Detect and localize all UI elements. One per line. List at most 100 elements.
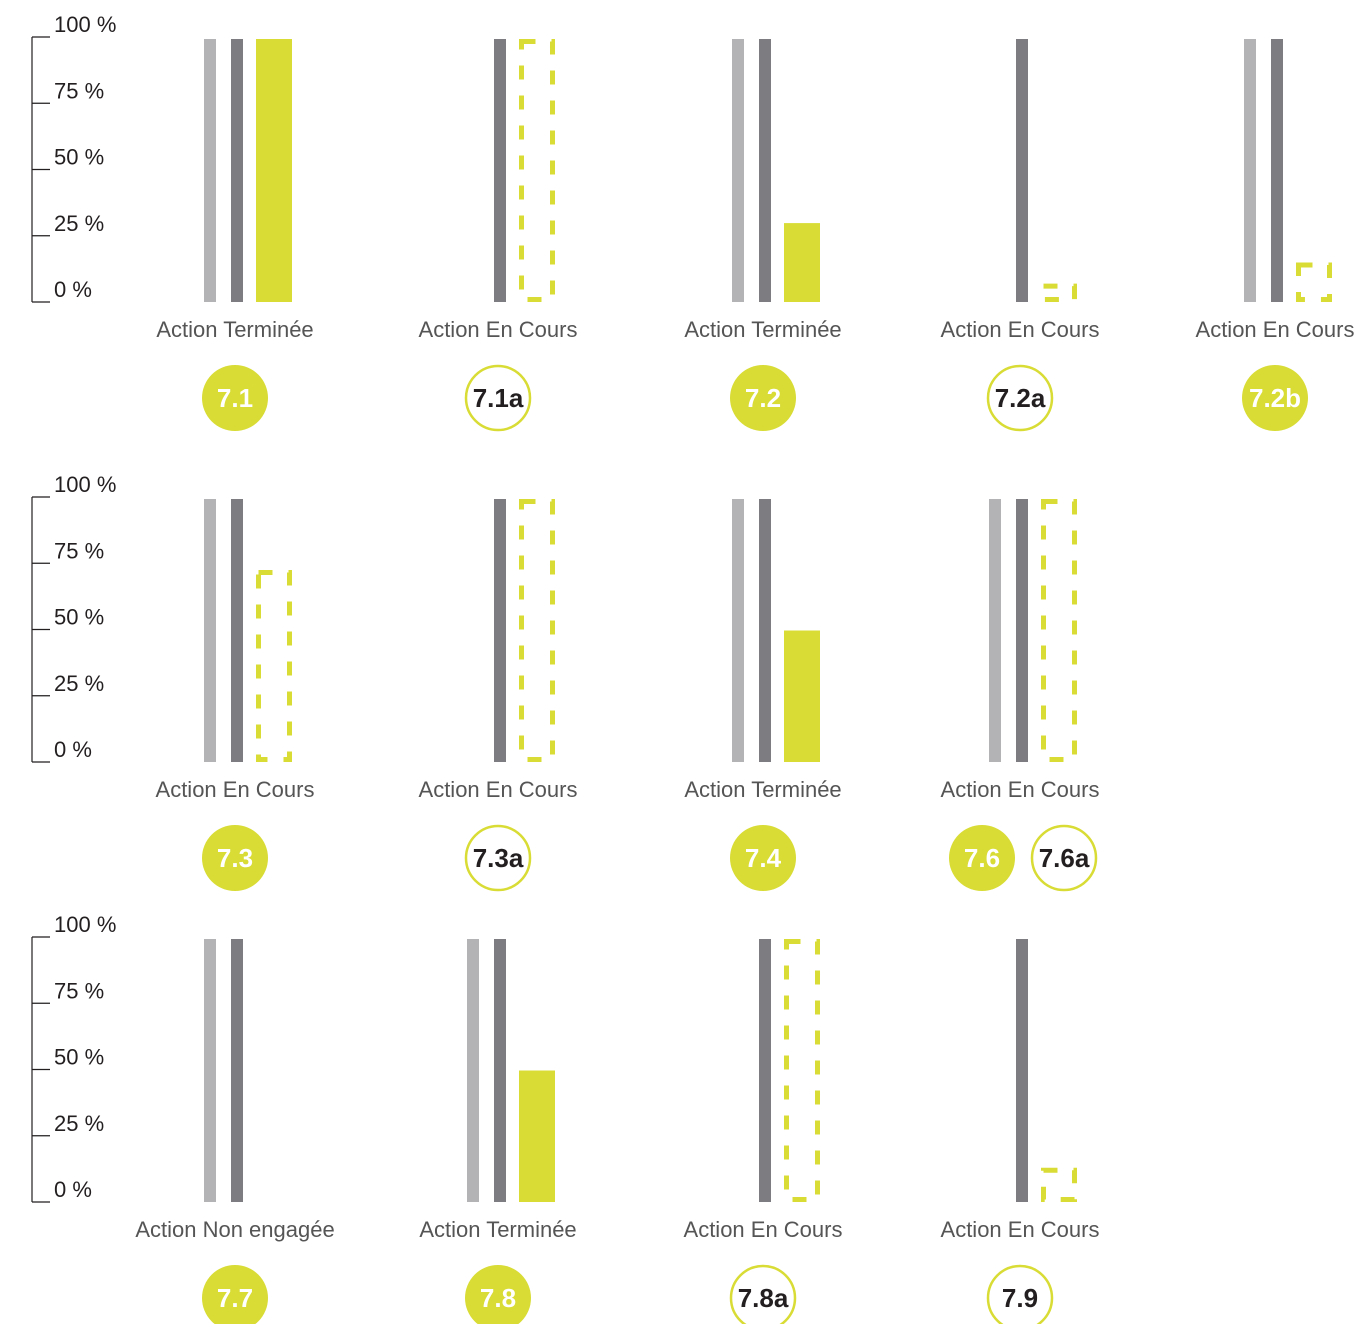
chart-row-1: 100 %75 %50 %25 %0 %Action Terminée7.1Ac… xyxy=(31,12,1355,432)
action-badge: 7.2a xyxy=(986,364,1054,432)
target-bar xyxy=(494,939,506,1202)
target-bar xyxy=(1271,39,1283,302)
reference-bar xyxy=(204,39,216,302)
badge-label: 7.3 xyxy=(217,843,253,873)
badge-label: 7.9 xyxy=(1002,1283,1038,1313)
target-bar xyxy=(494,499,506,762)
badge-label: 7.2a xyxy=(995,383,1046,413)
badge-label: 7.8 xyxy=(480,1283,516,1313)
chart-row-2: 100 %75 %50 %25 %0 %Action En Cours7.3Ac… xyxy=(31,472,1100,892)
group-label: Action En Cours xyxy=(156,777,315,802)
bar-group: Action En Cours 7.2b xyxy=(1196,39,1355,431)
bar-group: Action En Cours 7.8a xyxy=(684,939,843,1329)
target-bar xyxy=(231,39,243,302)
progress-bar-dashed xyxy=(519,499,555,762)
y-tick-label: 75 % xyxy=(54,538,104,563)
badge-circle xyxy=(730,825,796,891)
badge-label: 7.4 xyxy=(745,843,782,873)
badge-circle xyxy=(1242,365,1308,431)
badge-label: 7.6a xyxy=(1039,843,1090,873)
group-label: Action En Cours xyxy=(419,777,578,802)
y-axis: 100 % 75 % 50 % 25 % 0 % xyxy=(31,472,116,763)
badge-label: 7.7 xyxy=(217,1283,253,1313)
badge-circle xyxy=(986,1264,1054,1329)
action-badge: 7.8 xyxy=(465,1265,531,1329)
y-tick-label: 100 % xyxy=(54,12,116,37)
y-tick-label: 0 % xyxy=(54,277,92,302)
bar-group: Action Terminée 7.4 xyxy=(684,499,842,891)
group-label: Action Terminée xyxy=(156,317,313,342)
target-bar xyxy=(759,939,771,1202)
action-badge: 7.4 xyxy=(730,825,796,891)
reference-bar xyxy=(989,499,1001,762)
progress-bar-dashed xyxy=(519,39,555,302)
action-badge: 7.3 xyxy=(202,825,268,891)
badge-label: 7.2 xyxy=(745,383,781,413)
action-badge: 7.2b xyxy=(1242,365,1308,431)
badge-label: 7.3a xyxy=(473,843,524,873)
progress-bar-dashed xyxy=(1296,262,1332,302)
badge-circle xyxy=(202,825,268,891)
bar-group: Action Terminée 7.1 xyxy=(156,39,314,431)
badge-circle xyxy=(729,1264,797,1329)
y-axis: 100 % 75 % 50 % 25 % 0 % xyxy=(31,912,116,1203)
action-badge: 7.6 xyxy=(949,825,1015,891)
target-bar xyxy=(1016,39,1028,302)
y-axis: 100 % 75 % 50 % 25 % 0 % xyxy=(31,12,116,303)
action-badge: 7.6a xyxy=(1030,824,1098,892)
y-tick-label: 25 % xyxy=(54,671,104,696)
badge-label: 7.6 xyxy=(964,843,1000,873)
y-tick-label: 100 % xyxy=(54,472,116,497)
group-label: Action En Cours xyxy=(941,1217,1100,1242)
action-badge: 7.1 xyxy=(202,365,268,431)
group-label: Action Terminée xyxy=(684,777,841,802)
y-tick-label: 25 % xyxy=(54,1111,104,1136)
badge-circle xyxy=(464,364,532,432)
progress-bar xyxy=(784,630,820,762)
bar-group: Action Terminée 7.2 xyxy=(684,39,842,431)
y-tick-label: 100 % xyxy=(54,912,116,937)
group-label: Action En Cours xyxy=(684,1217,843,1242)
action-badge: 7.2 xyxy=(730,365,796,431)
reference-bar xyxy=(732,499,744,762)
badge-circle xyxy=(730,365,796,431)
badge-circle xyxy=(465,1265,531,1329)
target-bar xyxy=(1016,499,1028,762)
group-label: Action En Cours xyxy=(1196,317,1355,342)
reference-bar xyxy=(467,939,479,1202)
bar-group: Action Terminée 7.8 xyxy=(419,939,577,1329)
group-label: Action En Cours xyxy=(941,317,1100,342)
bar-group: Action En Cours 7.6 7.6a xyxy=(941,499,1100,892)
badge-circle xyxy=(949,825,1015,891)
group-label: Action En Cours xyxy=(941,777,1100,802)
bar-group: Action En Cours 7.9 xyxy=(941,939,1100,1329)
bar-group: Action En Cours 7.3 xyxy=(156,499,315,891)
group-label: Action Terminée xyxy=(419,1217,576,1242)
y-tick-label: 75 % xyxy=(54,978,104,1003)
progress-bar xyxy=(784,223,820,302)
action-badge: 7.9 xyxy=(986,1264,1054,1329)
bar-group: Action En Cours 7.2a xyxy=(941,39,1100,432)
bar-group: Action En Cours 7.1a xyxy=(419,39,577,432)
group-label: Action Terminée xyxy=(684,317,841,342)
y-tick-label: 50 % xyxy=(54,145,104,170)
target-bar xyxy=(759,39,771,302)
progress-bar-dashed xyxy=(1041,283,1077,302)
reference-bar xyxy=(732,39,744,302)
chart-row-3: 100 % 75 % 50 % 25 % 0 % Action Non engagée 7.… xyxy=(31,912,1100,1329)
target-bar xyxy=(231,499,243,762)
progress-bar-dashed xyxy=(1041,499,1077,762)
action-badge: 7.7 xyxy=(202,1265,268,1329)
reference-bar xyxy=(204,939,216,1202)
badge-circle xyxy=(1030,824,1098,892)
badge-label: 7.1 xyxy=(217,383,253,413)
badge-circle xyxy=(986,364,1054,432)
bar-group: Action En Cours 7.3a xyxy=(419,499,578,892)
action-badge: 7.8a xyxy=(729,1264,797,1329)
badge-label: 7.1a xyxy=(473,383,524,413)
target-bar xyxy=(1016,939,1028,1202)
y-tick-label: 50 % xyxy=(54,605,104,630)
progress-bar-dashed xyxy=(1041,1167,1077,1203)
y-tick-label: 50 % xyxy=(54,1045,104,1070)
